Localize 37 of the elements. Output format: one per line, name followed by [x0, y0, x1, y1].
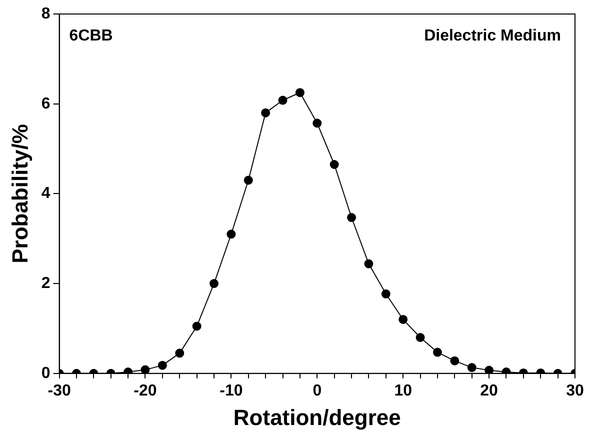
- point: [416, 332, 425, 342]
- point: [226, 230, 236, 239]
- y-tick-label: 4: [41, 185, 50, 202]
- point: [244, 176, 253, 185]
- x-tick-label: -30: [48, 382, 71, 400]
- point: [432, 348, 442, 357]
- point: [140, 365, 150, 374]
- y-tick-label: 6: [41, 95, 50, 112]
- x-tick-label: 10: [394, 382, 412, 400]
- point: [158, 360, 167, 370]
- x-axis-title: Rotation/degree: [233, 404, 401, 430]
- y-axis-title: Probability/%: [7, 124, 32, 264]
- x-tick-label: -10: [220, 382, 243, 400]
- point: [467, 363, 476, 372]
- point: [312, 118, 322, 128]
- x-tick-label: 20: [480, 382, 498, 400]
- x-tick-label: 30: [566, 382, 584, 400]
- point: [484, 366, 494, 374]
- point: [364, 259, 374, 268]
- point: [175, 348, 184, 358]
- y-tick-label: 8: [41, 5, 50, 22]
- point: [192, 322, 202, 331]
- annotation: Dielectric Medium: [424, 27, 561, 44]
- x-tick-label: -20: [134, 382, 157, 400]
- point: [295, 88, 304, 98]
- point: [210, 279, 219, 288]
- point: [347, 213, 356, 222]
- point: [330, 160, 339, 169]
- x-tick-label: 0: [312, 382, 322, 400]
- point: [450, 356, 460, 366]
- y-tick-label: 0: [41, 364, 50, 382]
- point: [278, 96, 288, 105]
- point: [381, 289, 390, 298]
- point: [398, 314, 408, 324]
- annotation: 6CBB: [69, 27, 113, 44]
- point: [261, 108, 270, 118]
- y-tick-label: 2: [41, 274, 50, 292]
